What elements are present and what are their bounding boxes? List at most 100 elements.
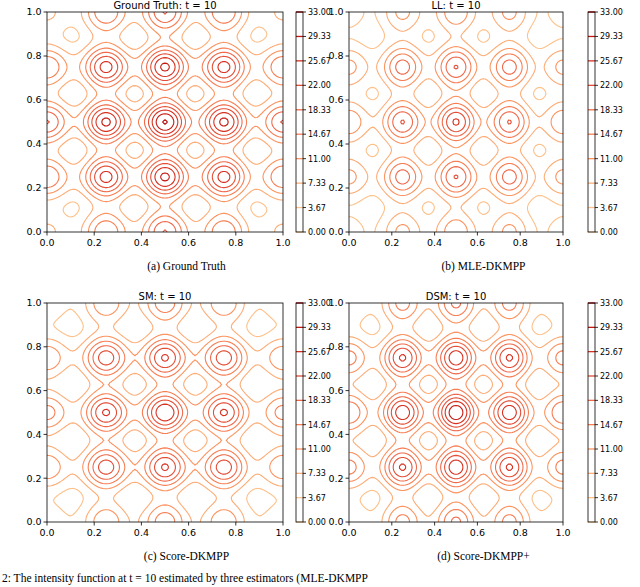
colorbar-level xyxy=(588,207,595,208)
colorbar-tick xyxy=(303,109,306,110)
x-tick-label: 0.4 xyxy=(427,237,442,248)
x-tick-label: 0.0 xyxy=(341,237,356,248)
colorbar-body xyxy=(588,12,595,232)
contour-line xyxy=(391,346,520,479)
y-tick xyxy=(346,522,350,523)
contour-line xyxy=(47,12,283,232)
chart-title: SM: t = 10 xyxy=(139,291,192,302)
contour-line xyxy=(388,52,524,192)
chart-title: LL: t = 10 xyxy=(431,0,480,11)
colorbar-tick-label: 3.67 xyxy=(600,204,618,213)
colorbar-tick xyxy=(595,351,598,352)
x-tick xyxy=(477,522,478,526)
colorbar-level xyxy=(588,60,595,61)
contour-line xyxy=(396,351,517,475)
y-tick xyxy=(346,434,350,435)
contour-line xyxy=(47,12,283,232)
y-tick xyxy=(346,188,350,189)
colorbar-tick-label: 7.33 xyxy=(600,179,618,188)
colorbar-level xyxy=(588,109,595,110)
x-tick xyxy=(434,522,435,526)
x-tick-label: 1.0 xyxy=(275,527,290,538)
colorbar-tick xyxy=(595,449,598,450)
colorbar-level xyxy=(588,400,595,401)
colorbar-tick xyxy=(303,36,306,37)
x-tick-label: 0.4 xyxy=(427,527,442,538)
contour-line xyxy=(453,119,459,125)
colorbar-tick xyxy=(595,207,598,208)
colorbar-tick xyxy=(303,183,306,184)
colorbar-tick xyxy=(303,424,306,425)
colorbar-level xyxy=(296,134,303,135)
contour-line xyxy=(349,12,563,232)
y-tick-label: 0.6 xyxy=(26,385,41,396)
colorbar-level xyxy=(588,375,595,376)
colorbar-tick-label: 11.00 xyxy=(600,155,623,164)
colorbar-tick xyxy=(303,449,306,450)
colorbar-tick xyxy=(595,424,598,425)
plot-area xyxy=(349,303,563,522)
colorbar-level xyxy=(296,327,303,328)
colorbar-frame xyxy=(296,303,303,522)
colorbar-level xyxy=(296,36,303,37)
contour-line xyxy=(91,344,239,481)
y-tick xyxy=(44,478,48,479)
x-tick-label: 0.2 xyxy=(384,527,399,538)
colorbar-level xyxy=(588,473,595,474)
colorbar-tick xyxy=(303,12,306,13)
x-tick xyxy=(235,522,236,526)
contour-line xyxy=(349,303,563,522)
y-tick-label: 0.4 xyxy=(328,138,343,149)
x-tick-label: 0.2 xyxy=(87,237,102,248)
colorbar-tick-label: 0.00 xyxy=(308,228,326,237)
contour-line xyxy=(102,63,228,181)
contour-line xyxy=(96,348,235,477)
colorbar-tick xyxy=(595,158,598,159)
contour-line xyxy=(47,303,283,522)
y-tick-label: 0.0 xyxy=(26,516,41,527)
y-tick-label: 1.0 xyxy=(26,6,41,17)
x-tick-label: 0.6 xyxy=(470,527,485,538)
contour-line xyxy=(360,314,552,510)
contour-line xyxy=(96,58,234,187)
colorbar-level xyxy=(588,448,595,449)
y-tick xyxy=(346,303,350,304)
colorbar-tick xyxy=(595,303,598,304)
x-tick-label: 0.8 xyxy=(228,237,243,248)
contour-line xyxy=(349,303,563,522)
colorbar-tick-label: 33.00 xyxy=(600,299,623,308)
y-tick xyxy=(346,232,350,233)
colorbar-level xyxy=(296,448,303,449)
x-tick xyxy=(94,232,95,236)
subfigure-caption: (b) MLE-DKMPP xyxy=(441,260,525,273)
x-tick xyxy=(188,232,189,236)
y-tick xyxy=(346,56,350,57)
y-tick-label: 0.6 xyxy=(328,385,343,396)
colorbar-tick xyxy=(595,60,598,61)
figure-caption: 2: The intensity function at t = 10 esti… xyxy=(2,572,368,585)
colorbar-frame xyxy=(588,12,595,232)
x-tick xyxy=(563,232,564,236)
colorbar-tick-label: 33.00 xyxy=(600,8,623,17)
x-tick xyxy=(477,232,478,236)
y-tick xyxy=(346,346,350,347)
colorbar-tick xyxy=(303,85,306,86)
colorbar-tick xyxy=(303,207,306,208)
x-tick xyxy=(391,522,392,526)
contour-line xyxy=(63,27,267,217)
colorbar-level xyxy=(296,400,303,401)
colorbar-level xyxy=(296,497,303,498)
colorbar-tick xyxy=(595,134,598,135)
plot-frame xyxy=(47,12,283,232)
y-tick-label: 0.8 xyxy=(328,341,343,352)
colorbar-tick xyxy=(303,327,306,328)
colorbar-tick-label: 7.33 xyxy=(600,469,618,478)
x-tick xyxy=(349,522,350,526)
colorbar-tick xyxy=(303,232,306,233)
plot-frame xyxy=(47,303,283,522)
x-tick xyxy=(434,232,435,236)
x-tick-label: 0.6 xyxy=(470,237,485,248)
colorbar-tick-label: 11.00 xyxy=(308,155,331,164)
x-tick xyxy=(47,232,48,236)
colorbar-tick xyxy=(303,522,306,523)
